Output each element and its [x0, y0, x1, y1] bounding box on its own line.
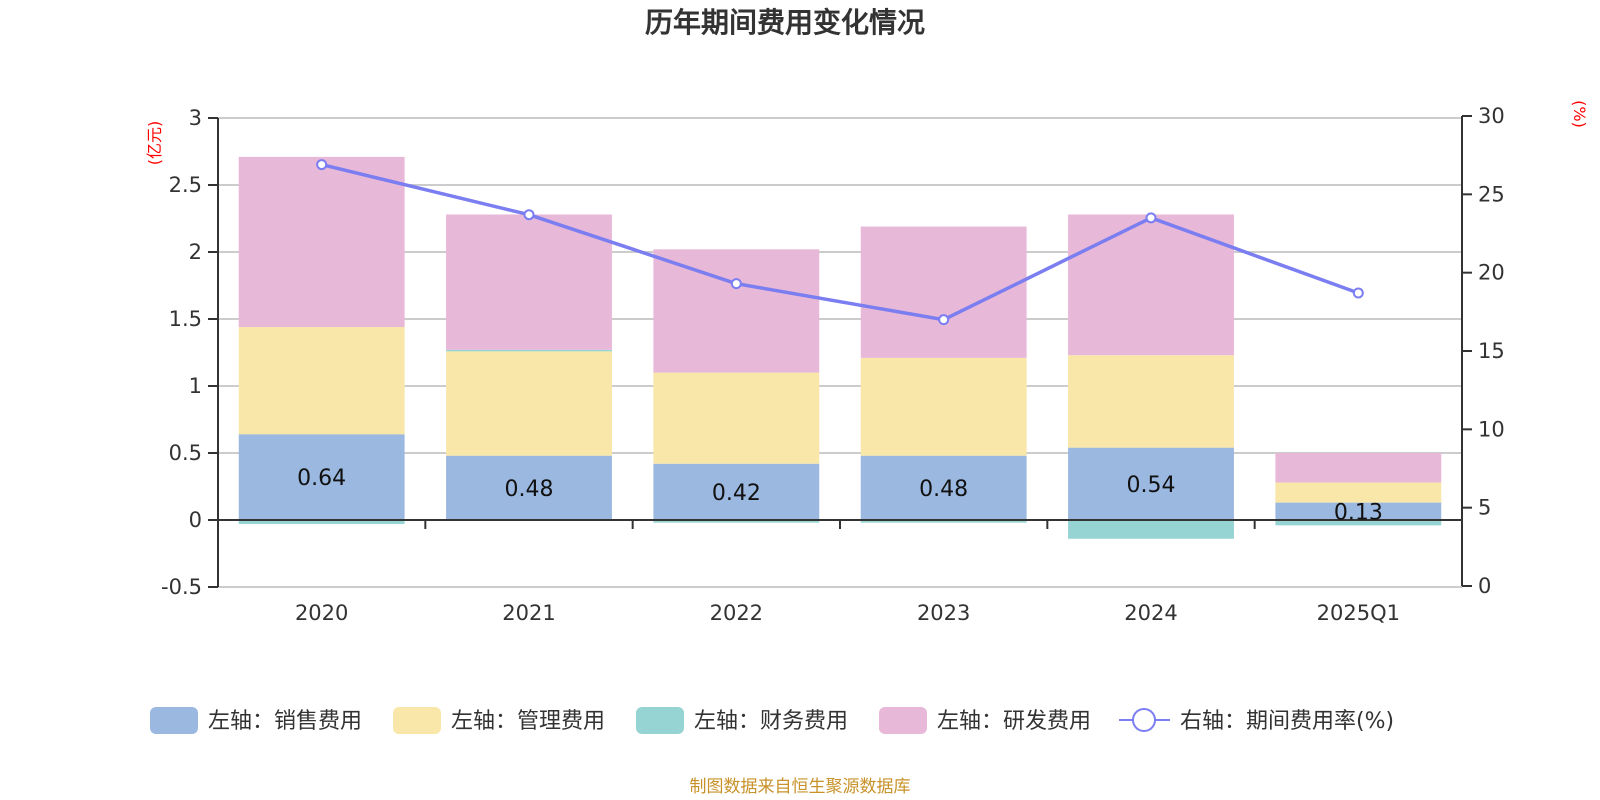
x-tick-label: 2020	[295, 601, 348, 625]
bar-series0-2024	[1068, 447, 1234, 520]
legend-label: 左轴：管理费用	[451, 709, 605, 734]
bar-series3-2021	[446, 214, 612, 350]
right-tick-label: 25	[1478, 182, 1505, 206]
bar-series0-2020	[238, 434, 405, 520]
left-tick-label: 2.5	[169, 173, 202, 197]
bar-series1-2020	[238, 327, 405, 435]
right-tick-label: 10	[1478, 417, 1505, 441]
bar-series2-2022	[653, 520, 820, 523]
sales-value-label: 0.48	[919, 477, 968, 502]
legend-label: 左轴：研发费用	[937, 709, 1091, 734]
left-tick-label: 2	[189, 240, 202, 264]
legend-swatch	[879, 707, 927, 734]
sales-value-label: 0.64	[297, 466, 346, 491]
x-tick-label: 2021	[502, 601, 555, 625]
rate-line	[316, 159, 1364, 326]
legend-swatch	[393, 707, 441, 734]
x-tick-label: 2024	[1124, 601, 1177, 625]
legend-item-3[interactable]: 左轴：研发费用	[879, 707, 1091, 734]
sales-value-label: 0.48	[505, 477, 554, 502]
left-tick-label: 0	[189, 508, 202, 532]
sales-value-label: 0.42	[712, 481, 761, 506]
bar-series3-2025Q1	[1275, 453, 1442, 483]
tick-labels: 3 2.5 2 1.5 1 0.5 0 -0.5 30 25 20 15 10 5 0 2020 2021 202…	[161, 104, 1505, 625]
rate-point-2023	[938, 314, 950, 326]
bars	[238, 156, 1442, 539]
legend-swatch	[636, 707, 684, 734]
data-labels: 0.64 0.48 0.42 0.48 0.54 0.13	[297, 466, 1383, 525]
bar-series1-2023	[860, 357, 1027, 456]
right-axis-unit: (%)	[1570, 100, 1589, 128]
left-tick-label: 0.5	[169, 441, 202, 465]
right-tick-label: 20	[1478, 261, 1505, 285]
legend-item-0[interactable]: 左轴：销售费用	[150, 707, 362, 734]
left-tick-label: 1.5	[169, 307, 202, 331]
x-tick-label: 2023	[917, 601, 970, 625]
left-tick-label: 1	[189, 374, 202, 398]
bar-series2-2021	[446, 349, 612, 352]
axes	[208, 115, 1472, 588]
bar-series1-2021	[446, 351, 612, 456]
x-tick-label: 2025Q1	[1317, 601, 1400, 625]
rate-point-2021	[523, 209, 535, 221]
legend-swatch	[150, 707, 198, 734]
rate-point-2025Q1	[1352, 287, 1364, 299]
rate-point-2024	[1145, 212, 1157, 224]
right-tick-label: 15	[1478, 339, 1505, 363]
left-tick-label: 3	[189, 106, 202, 130]
sales-value-label: 0.54	[1127, 473, 1176, 498]
bar-series2-2020	[238, 520, 405, 525]
right-tick-label: 30	[1478, 104, 1505, 128]
legend-label: 左轴：销售费用	[208, 709, 362, 734]
legend-circle-icon	[1132, 708, 1156, 732]
legend-item-1[interactable]: 左轴：管理费用	[393, 707, 605, 734]
bar-series3-2020	[238, 156, 405, 328]
bar-series2-2025Q1	[1275, 520, 1442, 526]
bar-series0-2021	[446, 455, 612, 520]
legend-label: 左轴：财务费用	[694, 709, 848, 734]
rate-point-2020	[316, 159, 328, 171]
bar-series1-2025Q1	[1275, 482, 1442, 503]
rate-point-2022	[730, 278, 742, 290]
legend-item-2[interactable]: 左轴：财务费用	[636, 707, 848, 734]
footer-source: 制图数据来自恒生聚源数据库	[690, 777, 911, 797]
bar-series2-2024	[1068, 520, 1234, 539]
bar-series2-2023	[860, 520, 1027, 523]
legend: 左轴：销售费用 左轴：管理费用 左轴：财务费用 左轴：研发费用 右轴：期间费用率(%)	[150, 707, 1394, 734]
bar-series1-2024	[1068, 355, 1234, 448]
bar-series0-2025Q1	[1275, 502, 1442, 520]
sales-value-label: 0.13	[1334, 500, 1383, 525]
bar-series0-2023	[860, 455, 1027, 520]
bar-series3-2024	[1068, 214, 1234, 356]
rate-line-path	[321, 162, 1359, 322]
bar-series1-2022	[653, 372, 820, 464]
bar-series0-2022	[653, 463, 820, 520]
x-tick-label: 2022	[710, 601, 763, 625]
right-tick-label: 5	[1478, 496, 1491, 520]
chart-title: 历年期间费用变化情况	[645, 6, 925, 39]
legend-label: 右轴：期间费用率(%)	[1180, 709, 1394, 734]
bar-series3-2022	[653, 249, 820, 373]
legend-item-4[interactable]: 右轴：期间费用率(%)	[1119, 708, 1394, 734]
left-axis-unit: (亿元)	[145, 121, 164, 166]
left-tick-label: -0.5	[161, 575, 202, 599]
right-tick-label: 0	[1478, 574, 1491, 598]
